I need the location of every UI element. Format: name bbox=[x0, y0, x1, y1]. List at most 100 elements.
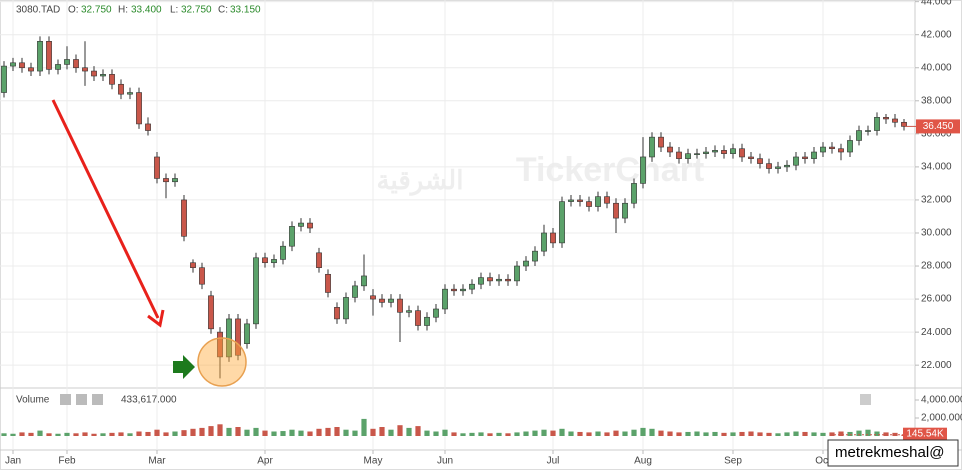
volume-bar bbox=[208, 426, 214, 436]
ohlc-label: C: bbox=[218, 5, 228, 16]
volume-bar bbox=[559, 428, 565, 436]
volume-title: Volume bbox=[16, 395, 50, 406]
y-tick-label: 24.000 bbox=[921, 327, 952, 338]
candle-body bbox=[289, 226, 295, 247]
ohlc-label: O: bbox=[68, 5, 79, 16]
candle-body bbox=[559, 201, 565, 244]
volume-bar bbox=[847, 431, 853, 436]
candle-body bbox=[460, 288, 466, 292]
candle-body bbox=[64, 59, 70, 65]
candle-body bbox=[874, 117, 880, 131]
candle-body bbox=[127, 92, 133, 95]
candle-body bbox=[181, 199, 187, 237]
volume-bar bbox=[37, 430, 43, 436]
candle-body bbox=[766, 163, 772, 169]
volume-bar bbox=[415, 426, 421, 436]
candle-body bbox=[262, 257, 268, 264]
volume-bar bbox=[424, 430, 430, 436]
volume-bar bbox=[541, 429, 547, 436]
volume-bar bbox=[703, 432, 709, 436]
volume-bar bbox=[46, 433, 52, 436]
candle-body bbox=[100, 74, 106, 77]
volume-bar bbox=[145, 431, 151, 436]
y-tick-label: 28.000 bbox=[921, 261, 952, 272]
candle-body bbox=[217, 331, 223, 358]
volume-bar bbox=[676, 432, 682, 436]
volume-bar bbox=[433, 431, 439, 436]
x-tick-label: Aug bbox=[634, 456, 652, 467]
candle-body bbox=[757, 158, 763, 164]
candle-body bbox=[280, 245, 286, 260]
volume-bar bbox=[667, 431, 673, 436]
volume-bar bbox=[244, 429, 250, 436]
volume-bar bbox=[622, 431, 628, 436]
ohlc-value: 32.750 bbox=[81, 5, 112, 16]
green-arrow bbox=[173, 355, 195, 379]
volume-total: 433,617.000 bbox=[121, 395, 177, 406]
volume-bar bbox=[109, 432, 115, 436]
volume-bar bbox=[793, 431, 799, 436]
volume-bar bbox=[343, 429, 349, 436]
volume-bar bbox=[136, 431, 142, 436]
candle-body bbox=[703, 151, 709, 154]
candle-body bbox=[640, 156, 646, 184]
candle-body bbox=[775, 166, 781, 169]
candle-body bbox=[298, 222, 304, 227]
credit-box bbox=[827, 439, 959, 467]
candle-body bbox=[424, 316, 430, 326]
volume-bar bbox=[307, 431, 313, 436]
volume-bar bbox=[397, 425, 403, 436]
x-tick-label: Apr bbox=[257, 456, 273, 467]
candle-body bbox=[892, 118, 898, 123]
volume-bar bbox=[532, 430, 538, 436]
candle-body bbox=[478, 277, 484, 285]
credit: metrekmeshal@ bbox=[835, 444, 944, 461]
candle-body bbox=[307, 222, 313, 229]
volume-bar bbox=[190, 428, 196, 436]
volume-bar bbox=[55, 433, 61, 436]
x-tick-label: Jul bbox=[547, 456, 560, 467]
candle-body bbox=[541, 232, 547, 252]
icon[interactable] bbox=[76, 394, 87, 405]
volume-bar bbox=[118, 432, 124, 436]
candle-body bbox=[172, 178, 178, 183]
candle-body bbox=[208, 295, 214, 330]
volume-bar bbox=[1, 433, 7, 436]
volume-bar bbox=[172, 431, 178, 436]
volume-bar bbox=[163, 432, 169, 436]
icon[interactable] bbox=[92, 394, 103, 405]
candle-body bbox=[271, 259, 277, 264]
volume-bar bbox=[811, 432, 817, 436]
volume-bar bbox=[505, 433, 511, 436]
candle-body bbox=[370, 295, 376, 300]
candle-body bbox=[901, 121, 907, 127]
candle-body bbox=[829, 146, 835, 150]
last-price-tag bbox=[916, 119, 960, 134]
volume-bar bbox=[523, 431, 529, 436]
volume-bar bbox=[298, 430, 304, 436]
candle-body bbox=[730, 148, 736, 154]
icon[interactable] bbox=[60, 394, 71, 405]
volume-bar bbox=[361, 418, 367, 436]
annotations bbox=[51, 99, 247, 387]
volume-bar bbox=[586, 432, 592, 436]
volume-bar bbox=[595, 431, 601, 436]
candle-body bbox=[802, 156, 808, 159]
symbol: 3080.TAD bbox=[16, 5, 60, 16]
icon[interactable] bbox=[860, 394, 871, 405]
watermark-arabic: الشرقية bbox=[377, 165, 464, 196]
candle-body bbox=[190, 262, 196, 268]
candle-body bbox=[415, 310, 421, 326]
volume-bar bbox=[289, 429, 295, 436]
candle-body bbox=[685, 153, 691, 159]
x-tick-label: Jan bbox=[5, 456, 21, 467]
volume-bar bbox=[496, 432, 502, 436]
trend-arrow bbox=[51, 99, 160, 319]
volume-bar bbox=[631, 429, 637, 436]
candle-body bbox=[28, 67, 34, 72]
candle-body bbox=[532, 250, 538, 262]
volume-bar bbox=[820, 432, 826, 436]
candle-body bbox=[91, 70, 97, 77]
volume-bar bbox=[721, 432, 727, 436]
